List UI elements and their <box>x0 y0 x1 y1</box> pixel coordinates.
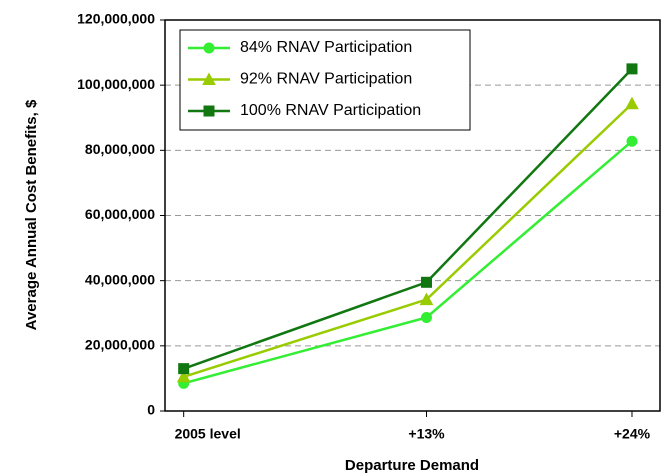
y-tick-label: 120,000,000 <box>77 11 155 27</box>
y-tick-label: 20,000,000 <box>85 337 155 353</box>
legend-label: 84% RNAV Participation <box>240 39 412 56</box>
x-tick-label: +13% <box>408 426 445 442</box>
marker <box>419 292 434 306</box>
legend-label: 92% RNAV Participation <box>240 71 412 88</box>
marker <box>203 105 215 117</box>
marker <box>203 42 215 54</box>
marker <box>626 135 638 147</box>
marker <box>178 363 190 375</box>
marker <box>202 72 216 85</box>
series-line <box>183 140 633 385</box>
y-tick-label: 60,000,000 <box>85 206 155 222</box>
marker <box>176 369 191 383</box>
y-tick-label: 100,000,000 <box>77 76 155 92</box>
y-tick-label: 0 <box>147 402 155 418</box>
plot-frame <box>164 19 661 412</box>
marker <box>421 311 433 323</box>
legend: 84% RNAV Participation 92% RNAV Participa… <box>179 29 471 131</box>
legend-label: 100% RNAV Participation <box>240 102 421 119</box>
marker <box>421 276 433 288</box>
marker <box>626 63 638 75</box>
x-tick-label: 2005 level <box>175 426 241 442</box>
y-tick-label: 80,000,000 <box>85 141 155 157</box>
x-tick-label: +24% <box>614 426 651 442</box>
y-tick-label: 40,000,000 <box>85 271 155 287</box>
y-axis-title: Average Annual Cost Benefits, $ <box>23 99 40 330</box>
series-line <box>183 102 633 378</box>
marker <box>625 96 639 110</box>
x-axis-title: Departure Demand <box>345 457 479 474</box>
